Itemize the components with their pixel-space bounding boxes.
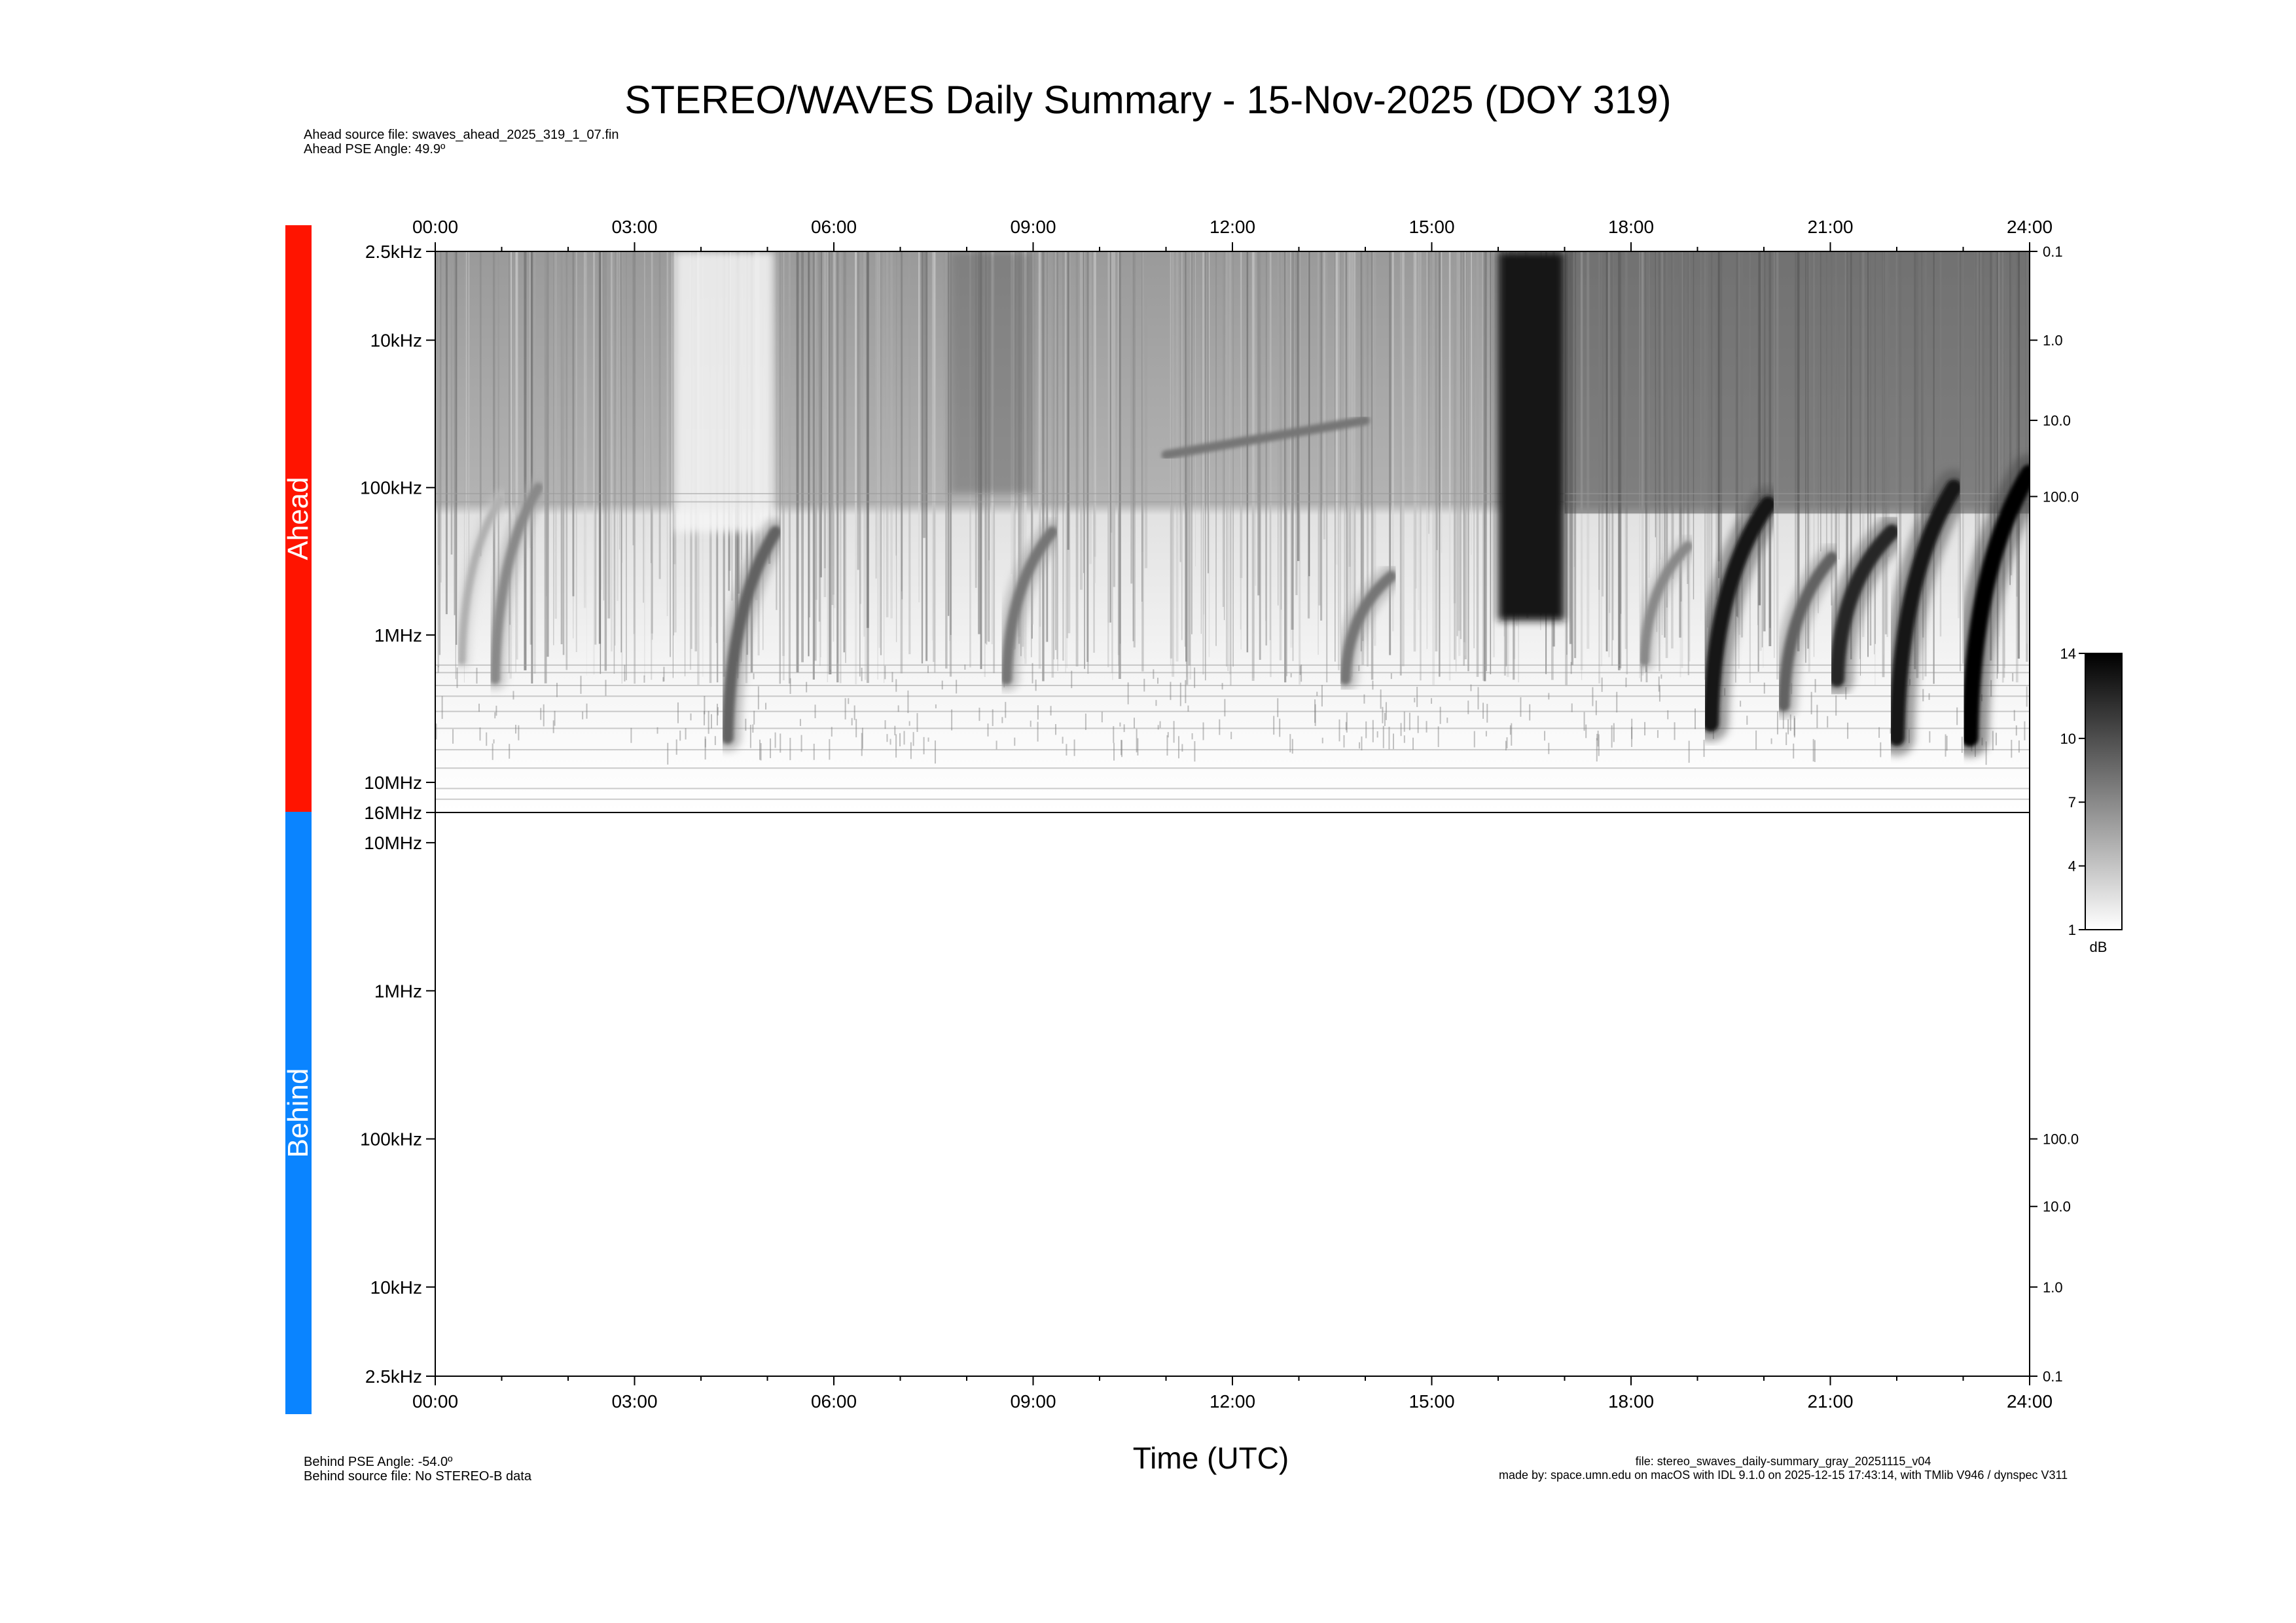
chart-title: STEREO/WAVES Daily Summary - 15-Nov-2025…	[624, 78, 1672, 122]
output-file-name: file: stereo_swaves_daily-summary_gray_2…	[1635, 1455, 1931, 1468]
ahead-right-tick-label: 100.0	[2043, 488, 2079, 505]
behind-source-file: Behind source file: No STEREO-B data	[304, 1469, 531, 1484]
type-iii-burst	[1961, 464, 2030, 747]
type-iii-burst	[1888, 479, 1962, 746]
ahead-right-tick-label: 0.1	[2043, 244, 2063, 260]
behind-frequency-label: 100kHz	[360, 1129, 422, 1150]
time-tick-label-top: 00:00	[412, 217, 458, 237]
behind-frequency-label: 2.5kHz	[365, 1366, 422, 1387]
type-iii-burst	[1778, 551, 1838, 712]
dark-interval	[950, 251, 1033, 494]
time-tick-label-top: 03:00	[611, 217, 657, 237]
ahead-frequency-label: 2.5kHz	[365, 242, 422, 262]
colorbar-unit: dB	[2090, 939, 2108, 955]
behind-frequency-label: 1MHz	[374, 981, 422, 1001]
type-iii-burst	[1702, 496, 1776, 732]
ahead-side-bar: Ahead	[282, 225, 314, 812]
time-tick-label-top: 15:00	[1408, 217, 1454, 237]
time-tick-label-top: 21:00	[1807, 217, 1853, 237]
ahead-right-tick-label: 10.0	[2043, 412, 2071, 429]
interference-lines	[435, 493, 2030, 800]
colorbar-tick-label: 1	[2068, 922, 2076, 938]
behind-info: Behind PSE Angle: -54.0º Behind source f…	[304, 1455, 531, 1484]
behind-right-tick-label: 1.0	[2043, 1279, 2063, 1296]
time-tick-label-top: 12:00	[1210, 217, 1255, 237]
type-iii-burst	[721, 526, 782, 744]
time-tick-label-bottom: 18:00	[1608, 1391, 1654, 1412]
ahead-spectrogram	[435, 251, 2030, 812]
colorbar-tick-label: 7	[2068, 794, 2076, 811]
behind-side-bar: Behind	[282, 812, 314, 1414]
ahead-frequency-label: 16MHz	[364, 803, 422, 823]
ahead-right-tick-label: 1.0	[2043, 333, 2063, 349]
time-tick-label-bottom: 21:00	[1807, 1391, 1853, 1412]
time-tick-label-bottom: 12:00	[1210, 1391, 1255, 1412]
colorbar-tick-label: 10	[2060, 731, 2076, 747]
time-tick-label-bottom: 24:00	[2007, 1391, 2053, 1412]
ahead-source-file: Ahead source file: swaves_ahead_2025_319…	[304, 128, 619, 142]
time-tick-label-bottom: 06:00	[811, 1391, 857, 1412]
type-iii-burst	[490, 483, 544, 685]
behind-right-tick-label: 100.0	[2043, 1131, 2079, 1148]
time-tick-label-bottom: 09:00	[1010, 1391, 1056, 1412]
behind-pse-angle: Behind PSE Angle: -54.0º	[304, 1455, 453, 1469]
type-iii-burst	[1340, 570, 1397, 685]
time-tick-label-bottom: 03:00	[611, 1391, 657, 1412]
time-tick-label-bottom: 00:00	[412, 1391, 458, 1412]
ahead-frequency-label: 10MHz	[364, 773, 422, 793]
colorbar-tick-label: 14	[2060, 646, 2076, 662]
drifting-band	[1161, 416, 1370, 460]
type-iii-burst	[1001, 526, 1058, 685]
time-tick-label-top: 06:00	[811, 217, 857, 237]
ahead-pse-angle: Ahead PSE Angle: 49.9º	[304, 142, 446, 156]
axes-layer: 00:00 00:00 03:00 03:00 06:00 06:00 09:00 09:00…	[360, 217, 2079, 1412]
time-tick-label-top: 24:00	[2007, 217, 2053, 237]
made-by-line: made by: space.umn.edu on macOS with IDL…	[1499, 1468, 2068, 1482]
ahead-frequency-label: 10kHz	[370, 331, 422, 351]
ahead-frequency-label: 100kHz	[360, 478, 422, 498]
time-tick-label-top: 09:00	[1010, 217, 1056, 237]
colorbar-tick-label: 4	[2068, 858, 2076, 875]
x-axis-label: Time (UTC)	[1132, 1441, 1289, 1475]
type-iii-burst	[1829, 524, 1900, 687]
type-iii-burst	[457, 495, 505, 665]
file-info: file: stereo_swaves_daily-summary_gray_2…	[1499, 1455, 2068, 1482]
behind-right-tick-label: 10.0	[2043, 1199, 2071, 1215]
ahead-info: Ahead source file: swaves_ahead_2025_319…	[304, 128, 619, 156]
ahead-frequency-label: 1MHz	[374, 625, 422, 646]
behind-panel-frame	[435, 812, 2030, 1377]
time-tick-label-bottom: 15:00	[1408, 1391, 1454, 1412]
behind-right-tick-label: 0.1	[2043, 1368, 2063, 1385]
quiet-interval	[674, 251, 774, 532]
behind-frequency-label: 10MHz	[364, 833, 422, 853]
type-iii-burst	[1639, 541, 1693, 666]
time-tick-label-top: 18:00	[1608, 217, 1654, 237]
colorbar-gradient	[2085, 653, 2123, 930]
broadband-emission	[1498, 251, 1565, 621]
behind-frequency-label: 10kHz	[370, 1277, 422, 1298]
